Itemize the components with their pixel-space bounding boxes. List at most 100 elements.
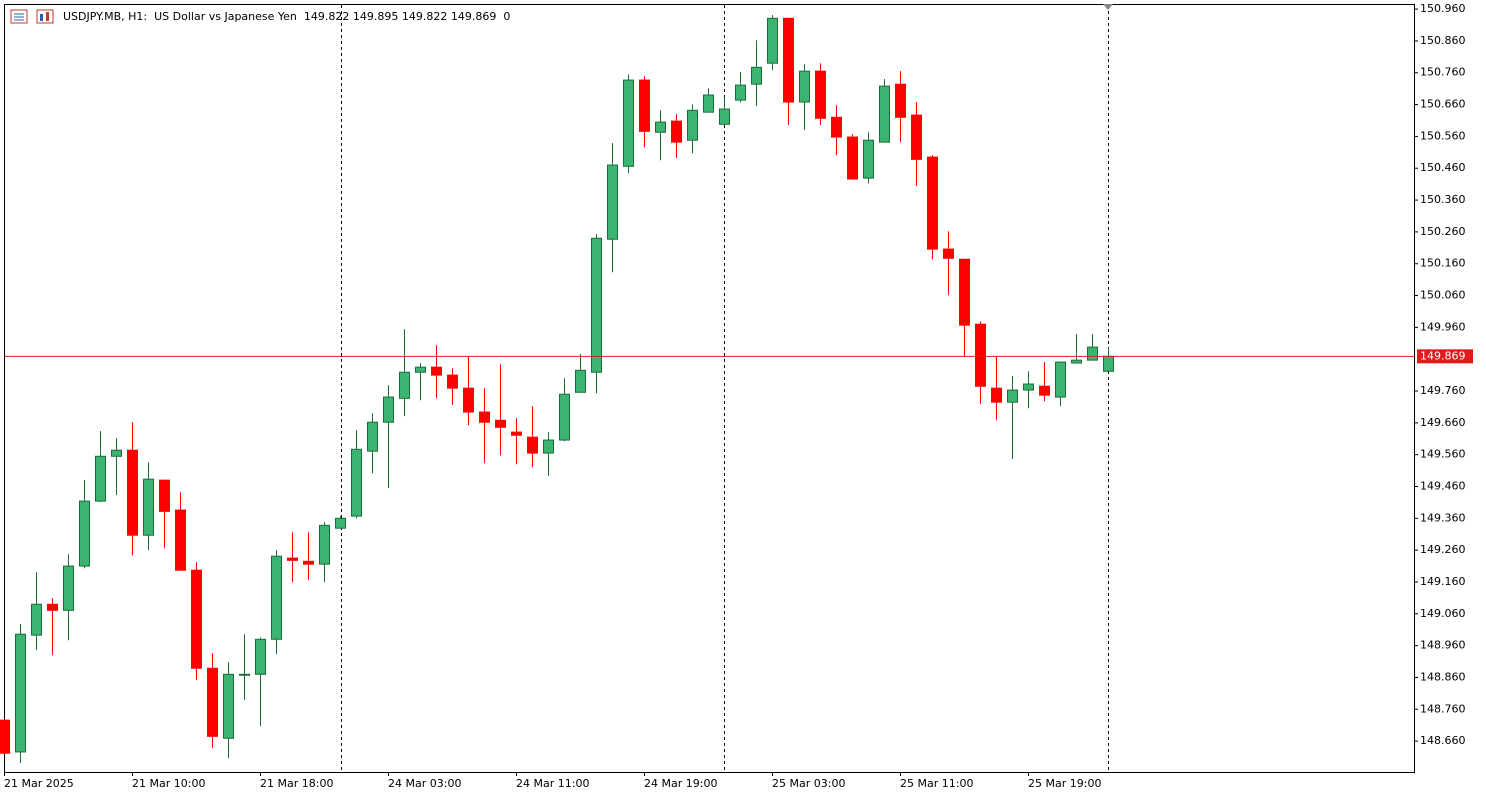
candle-body [799, 70, 810, 103]
y-tick-label: 150.260 [1420, 225, 1466, 238]
candle-body [1071, 359, 1082, 364]
candle-body [255, 638, 266, 675]
y-tick-label: 149.360 [1420, 511, 1466, 524]
candle-body [1039, 385, 1050, 396]
candle-body [303, 560, 314, 565]
candle-body [1023, 383, 1034, 391]
x-tick-label: 24 Mar 19:00 [644, 777, 717, 790]
last-price-label: 149.869 [1420, 349, 1466, 362]
x-tick-label: 21 Mar 10:00 [132, 777, 205, 790]
candle-body [863, 139, 874, 179]
candle-body [31, 603, 42, 636]
candle-body [175, 509, 186, 571]
x-tick-label: 21 Mar 18:00 [260, 777, 333, 790]
y-tick-label: 150.460 [1420, 161, 1466, 174]
y-tick-label: 149.660 [1420, 416, 1466, 429]
candle-body [15, 633, 26, 753]
y-tick-label: 148.660 [1420, 734, 1466, 747]
candle-body [527, 436, 538, 454]
candle-body [655, 121, 666, 133]
candle-body [239, 673, 250, 676]
candle-body [959, 258, 970, 326]
x-tick-label: 24 Mar 11:00 [516, 777, 589, 790]
candle-body [767, 17, 778, 64]
candle-body [287, 557, 298, 561]
candle-body [735, 84, 746, 101]
candle-body [463, 387, 474, 413]
icon-chart[interactable] [36, 9, 54, 24]
toolbar-icons [10, 9, 54, 24]
candle-body [223, 673, 234, 739]
candle-body [943, 248, 954, 259]
candle-body [335, 517, 346, 529]
y-tick-label: 150.560 [1420, 129, 1466, 142]
period-separators [341, 5, 1109, 772]
chart-title: USDJPY.MB, H1: US Dollar vs Japanese Yen… [63, 10, 510, 23]
candle-body [415, 366, 426, 373]
x-tick-label: 25 Mar 03:00 [772, 777, 845, 790]
icon-bar [40, 14, 43, 21]
candle-body [79, 500, 90, 567]
candle-body [1103, 355, 1114, 372]
candle-body [607, 164, 618, 240]
candle-body [751, 66, 762, 85]
candle-body [831, 116, 842, 138]
candle-body [783, 17, 794, 103]
candle-body [1007, 389, 1018, 403]
plot-frame [4, 4, 1415, 773]
candle-body [351, 448, 362, 517]
candle-body [543, 439, 554, 454]
candle-body [47, 603, 58, 611]
candle-body [671, 120, 682, 143]
y-tick-label: 150.060 [1420, 289, 1466, 302]
candle-body [623, 79, 634, 167]
y-tick-label: 149.160 [1420, 575, 1466, 588]
y-tick-label: 148.860 [1420, 670, 1466, 683]
candle-body [639, 79, 650, 132]
y-tick-label: 149.060 [1420, 607, 1466, 620]
y-tick-label: 149.560 [1420, 448, 1466, 461]
candle-body [111, 449, 122, 457]
candle-body [431, 366, 442, 376]
candle-body [879, 85, 890, 143]
candle-body [927, 156, 938, 250]
candle-body [0, 719, 10, 754]
icon-bar [46, 12, 49, 21]
candle-body [495, 419, 506, 428]
y-tick-label: 150.160 [1420, 257, 1466, 270]
candle-body [319, 524, 330, 565]
candle-body [511, 431, 522, 436]
last-price-box [1417, 349, 1473, 364]
y-tick-label: 148.760 [1420, 702, 1466, 715]
candle-body [127, 449, 138, 536]
y-tick-label: 149.960 [1420, 320, 1466, 333]
candle-body [895, 83, 906, 118]
candle-body [991, 387, 1002, 403]
candle-body [207, 667, 218, 737]
candle-body [1087, 346, 1098, 361]
candle-body [591, 237, 602, 373]
y-tick-label: 149.760 [1420, 384, 1466, 397]
candle-body [559, 393, 570, 441]
candle-body [479, 411, 490, 423]
candle-body [575, 369, 586, 393]
candle-body [399, 371, 410, 399]
candle-body [975, 323, 986, 387]
shift-marker [1103, 4, 1113, 10]
candle-body [703, 94, 714, 113]
candle-body [143, 478, 154, 536]
y-tick-label: 150.660 [1420, 98, 1466, 111]
y-tick-label: 149.460 [1420, 480, 1466, 493]
candle-body [847, 136, 858, 180]
candle-body [271, 555, 282, 640]
candle-body [687, 109, 698, 141]
candle-body [911, 114, 922, 160]
x-tick-label: 25 Mar 11:00 [900, 777, 973, 790]
x-tick-label: 21 Mar 2025 [4, 777, 74, 790]
candle-body [95, 455, 106, 502]
x-tick-label: 24 Mar 03:00 [388, 777, 461, 790]
y-tick-label: 150.860 [1420, 34, 1466, 47]
candle-body [367, 421, 378, 452]
